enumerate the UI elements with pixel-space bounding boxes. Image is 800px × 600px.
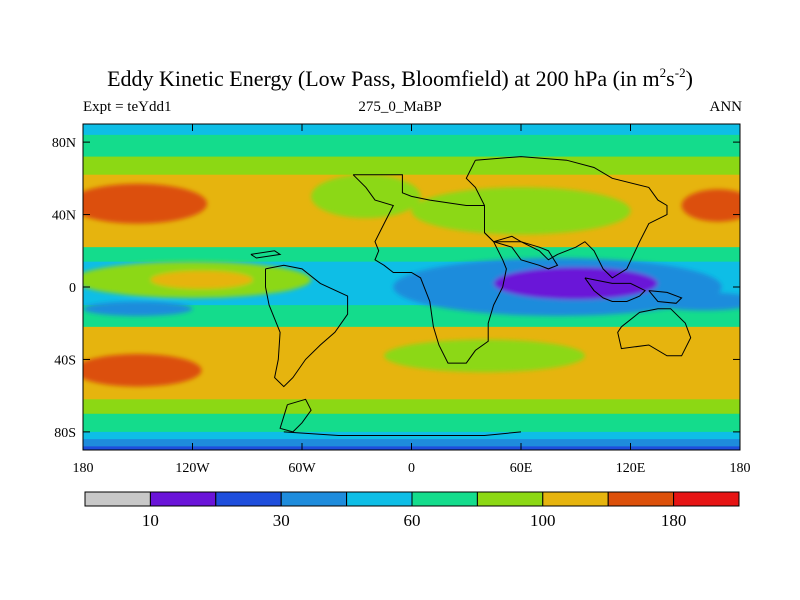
field-feature-11: [83, 301, 193, 316]
zonal-band-4: [83, 247, 740, 263]
x-tick-label-5: 120E: [616, 461, 646, 476]
field-feature-10: [648, 292, 740, 311]
coastline-3: [265, 264, 349, 388]
title-prefix: Eddy Kinetic Energy (Low Pass, Bloomfiel…: [107, 66, 660, 91]
zonal-band-2: [83, 156, 740, 176]
field-feature-3: [311, 174, 421, 219]
x-tick-label-4: 60E: [510, 461, 533, 476]
field-feature-7: [150, 270, 253, 289]
field-feature-1: [681, 189, 740, 222]
coastline-7: [584, 277, 646, 302]
zonal-band-9: [83, 413, 740, 433]
season-label: ANN: [709, 99, 743, 115]
x-axis: 180 120W 60W 0 60E 120E 180: [73, 124, 751, 476]
y-axis: 80N 40N 0 40S 80S: [52, 136, 740, 441]
title-sup-1: 2: [659, 65, 667, 80]
coastline-2: [493, 241, 559, 270]
field-feature-9: [493, 267, 658, 300]
colorbar-box-9: [673, 491, 740, 507]
experiment-label: Expt = teYdd1: [83, 99, 172, 115]
coastline-0: [352, 174, 507, 364]
colorbar-box-6: [476, 491, 544, 507]
map-area: [83, 124, 740, 450]
coastline-6: [283, 431, 522, 436]
colorbar-box-0: [84, 491, 151, 507]
colorbar-box-8: [607, 491, 675, 507]
coastline-4: [617, 308, 692, 357]
y-tick-label-1: 40N: [52, 209, 76, 224]
colorbar-box-4: [346, 491, 413, 507]
field-features: [83, 174, 740, 387]
title-suffix: ): [685, 66, 693, 91]
zonal-band-1: [83, 134, 740, 158]
x-tick-label-3: 0: [408, 461, 415, 476]
chart-title: Eddy Kinetic Energy (Low Pass, Bloomfiel…: [0, 66, 800, 92]
x-tick-label-1: 120W: [175, 461, 210, 476]
colorbar: 10 30 60 100 180: [84, 491, 740, 530]
colorbar-box-2: [215, 491, 282, 507]
colorbar-box-1: [149, 491, 217, 507]
y-tick-label-2: 0: [69, 281, 76, 296]
coastline-9: [250, 250, 282, 259]
zonal-band-8: [83, 399, 740, 415]
colorbar-label-0: 10: [142, 511, 159, 530]
y-tick-label-3: 40S: [54, 353, 76, 368]
y-tick-label-0: 80N: [52, 136, 76, 151]
x-tick-label-0: 180: [73, 461, 94, 476]
coastline-1: [465, 156, 668, 279]
field-feature-4: [83, 354, 202, 387]
run-label: 275_0_MaBP: [358, 99, 442, 115]
coastline-5: [279, 398, 312, 433]
colorbar-box-3: [280, 491, 348, 507]
colorbar-label-4: 180: [661, 511, 687, 530]
title-mid: s: [666, 66, 675, 91]
field-feature-5: [384, 339, 585, 373]
colorbar-label-1: 30: [273, 511, 290, 530]
field-feature-2: [411, 187, 631, 235]
title-sup-2: -2: [674, 65, 686, 80]
field-feature-0: [83, 183, 208, 224]
coastline-8: [648, 290, 683, 304]
colorbar-label-3: 100: [530, 511, 556, 530]
x-tick-label-6: 180: [730, 461, 751, 476]
coastlines: [250, 156, 692, 436]
colorbar-box-7: [542, 491, 609, 507]
colorbar-box-5: [411, 491, 478, 507]
y-tick-label-4: 80S: [54, 426, 76, 441]
x-tick-label-2: 60W: [288, 461, 316, 476]
colorbar-label-2: 60: [404, 511, 421, 530]
